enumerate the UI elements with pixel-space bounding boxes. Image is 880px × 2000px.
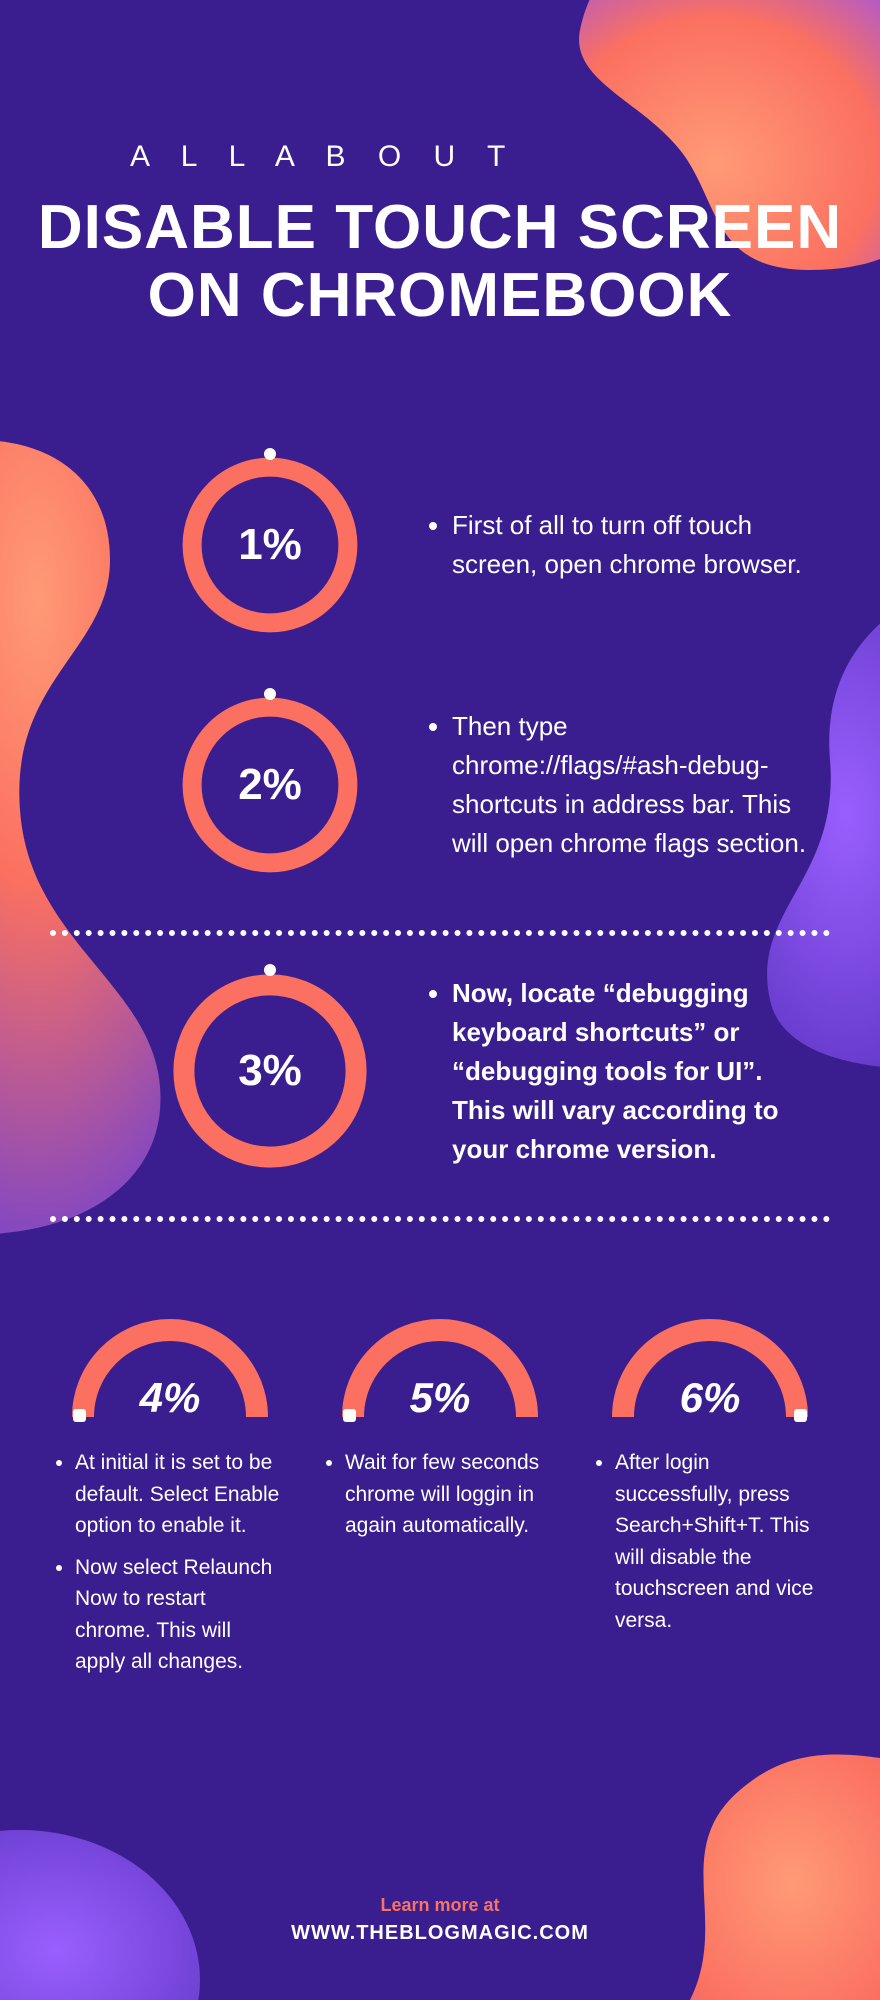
step-1-bullet: First of all to turn off touch screen, o… [452, 506, 810, 584]
gauge-col-5: 5% Wait for few seconds chrome will logg… [320, 1312, 560, 1688]
gauge-label-4: 4% [140, 1374, 201, 1422]
gauge-4: 4% [65, 1312, 275, 1422]
gauge-dot-icon [73, 1409, 86, 1422]
ring-dot-icon [264, 964, 276, 976]
divider-1 [50, 930, 830, 936]
step-row-2: 2% Then type chrome://flags/#ash-debug-s… [0, 690, 880, 880]
header-kicker: A L L A B O U T [0, 140, 880, 174]
title-line-2: ON CHROMEBOOK [148, 261, 733, 330]
gauge-col-6: 6% After login successfully, press Searc… [590, 1312, 830, 1688]
gauge-4-bullet-2: Now select Relaunch Now to restart chrom… [75, 1552, 285, 1678]
progress-ring-2: 2% [175, 690, 365, 880]
header-title: DISABLE TOUCH SCREEN ON CHROMEBOOK [0, 194, 880, 330]
step-3-bullet: Now, locate “debugging keyboard shortcut… [452, 974, 810, 1169]
progress-ring-1: 1% [175, 450, 365, 640]
gauge-dot-icon [794, 1409, 807, 1422]
gauge-dot-icon [343, 1409, 356, 1422]
gauge-5: 5% [335, 1312, 545, 1422]
footer-url: WWW.THEBLOGMAGIC.COM [0, 1922, 880, 1945]
gauge-5-bullet-1: Wait for few seconds chrome will loggin … [345, 1447, 555, 1542]
progress-ring-3: 3% [165, 966, 375, 1176]
ring-label-3: 3% [238, 1046, 302, 1096]
gauge-label-6: 6% [680, 1374, 741, 1422]
gauge-col-4: 4% At initial it is set to be default. S… [50, 1312, 290, 1688]
ring-dot-icon [264, 448, 276, 460]
step-2-bullet: Then type chrome://flags/#ash-debug-shor… [452, 707, 810, 863]
section-1: 1% First of all to turn off touch screen… [0, 450, 880, 880]
step-row-1: 1% First of all to turn off touch screen… [0, 450, 880, 640]
gauge-4-bullet-1: At initial it is set to be default. Sele… [75, 1447, 285, 1542]
ring-label-2: 2% [238, 760, 302, 810]
footer-learn: Learn more at [0, 1895, 880, 1916]
ring-dot-icon [264, 688, 276, 700]
section-3: 4% At initial it is set to be default. S… [0, 1252, 880, 1688]
footer: Learn more at WWW.THEBLOGMAGIC.COM [0, 1895, 880, 1945]
gauge-6: 6% [605, 1312, 815, 1422]
gauge-label-5: 5% [410, 1374, 471, 1422]
step-row-3: 3% Now, locate “debugging keyboard short… [0, 966, 880, 1176]
ring-label-1: 1% [238, 520, 302, 570]
title-line-1: DISABLE TOUCH SCREEN [38, 193, 842, 262]
gauge-6-bullet-1: After login successfully, press Search+S… [615, 1447, 825, 1636]
section-2: 3% Now, locate “debugging keyboard short… [0, 966, 880, 1176]
divider-2 [50, 1216, 830, 1222]
